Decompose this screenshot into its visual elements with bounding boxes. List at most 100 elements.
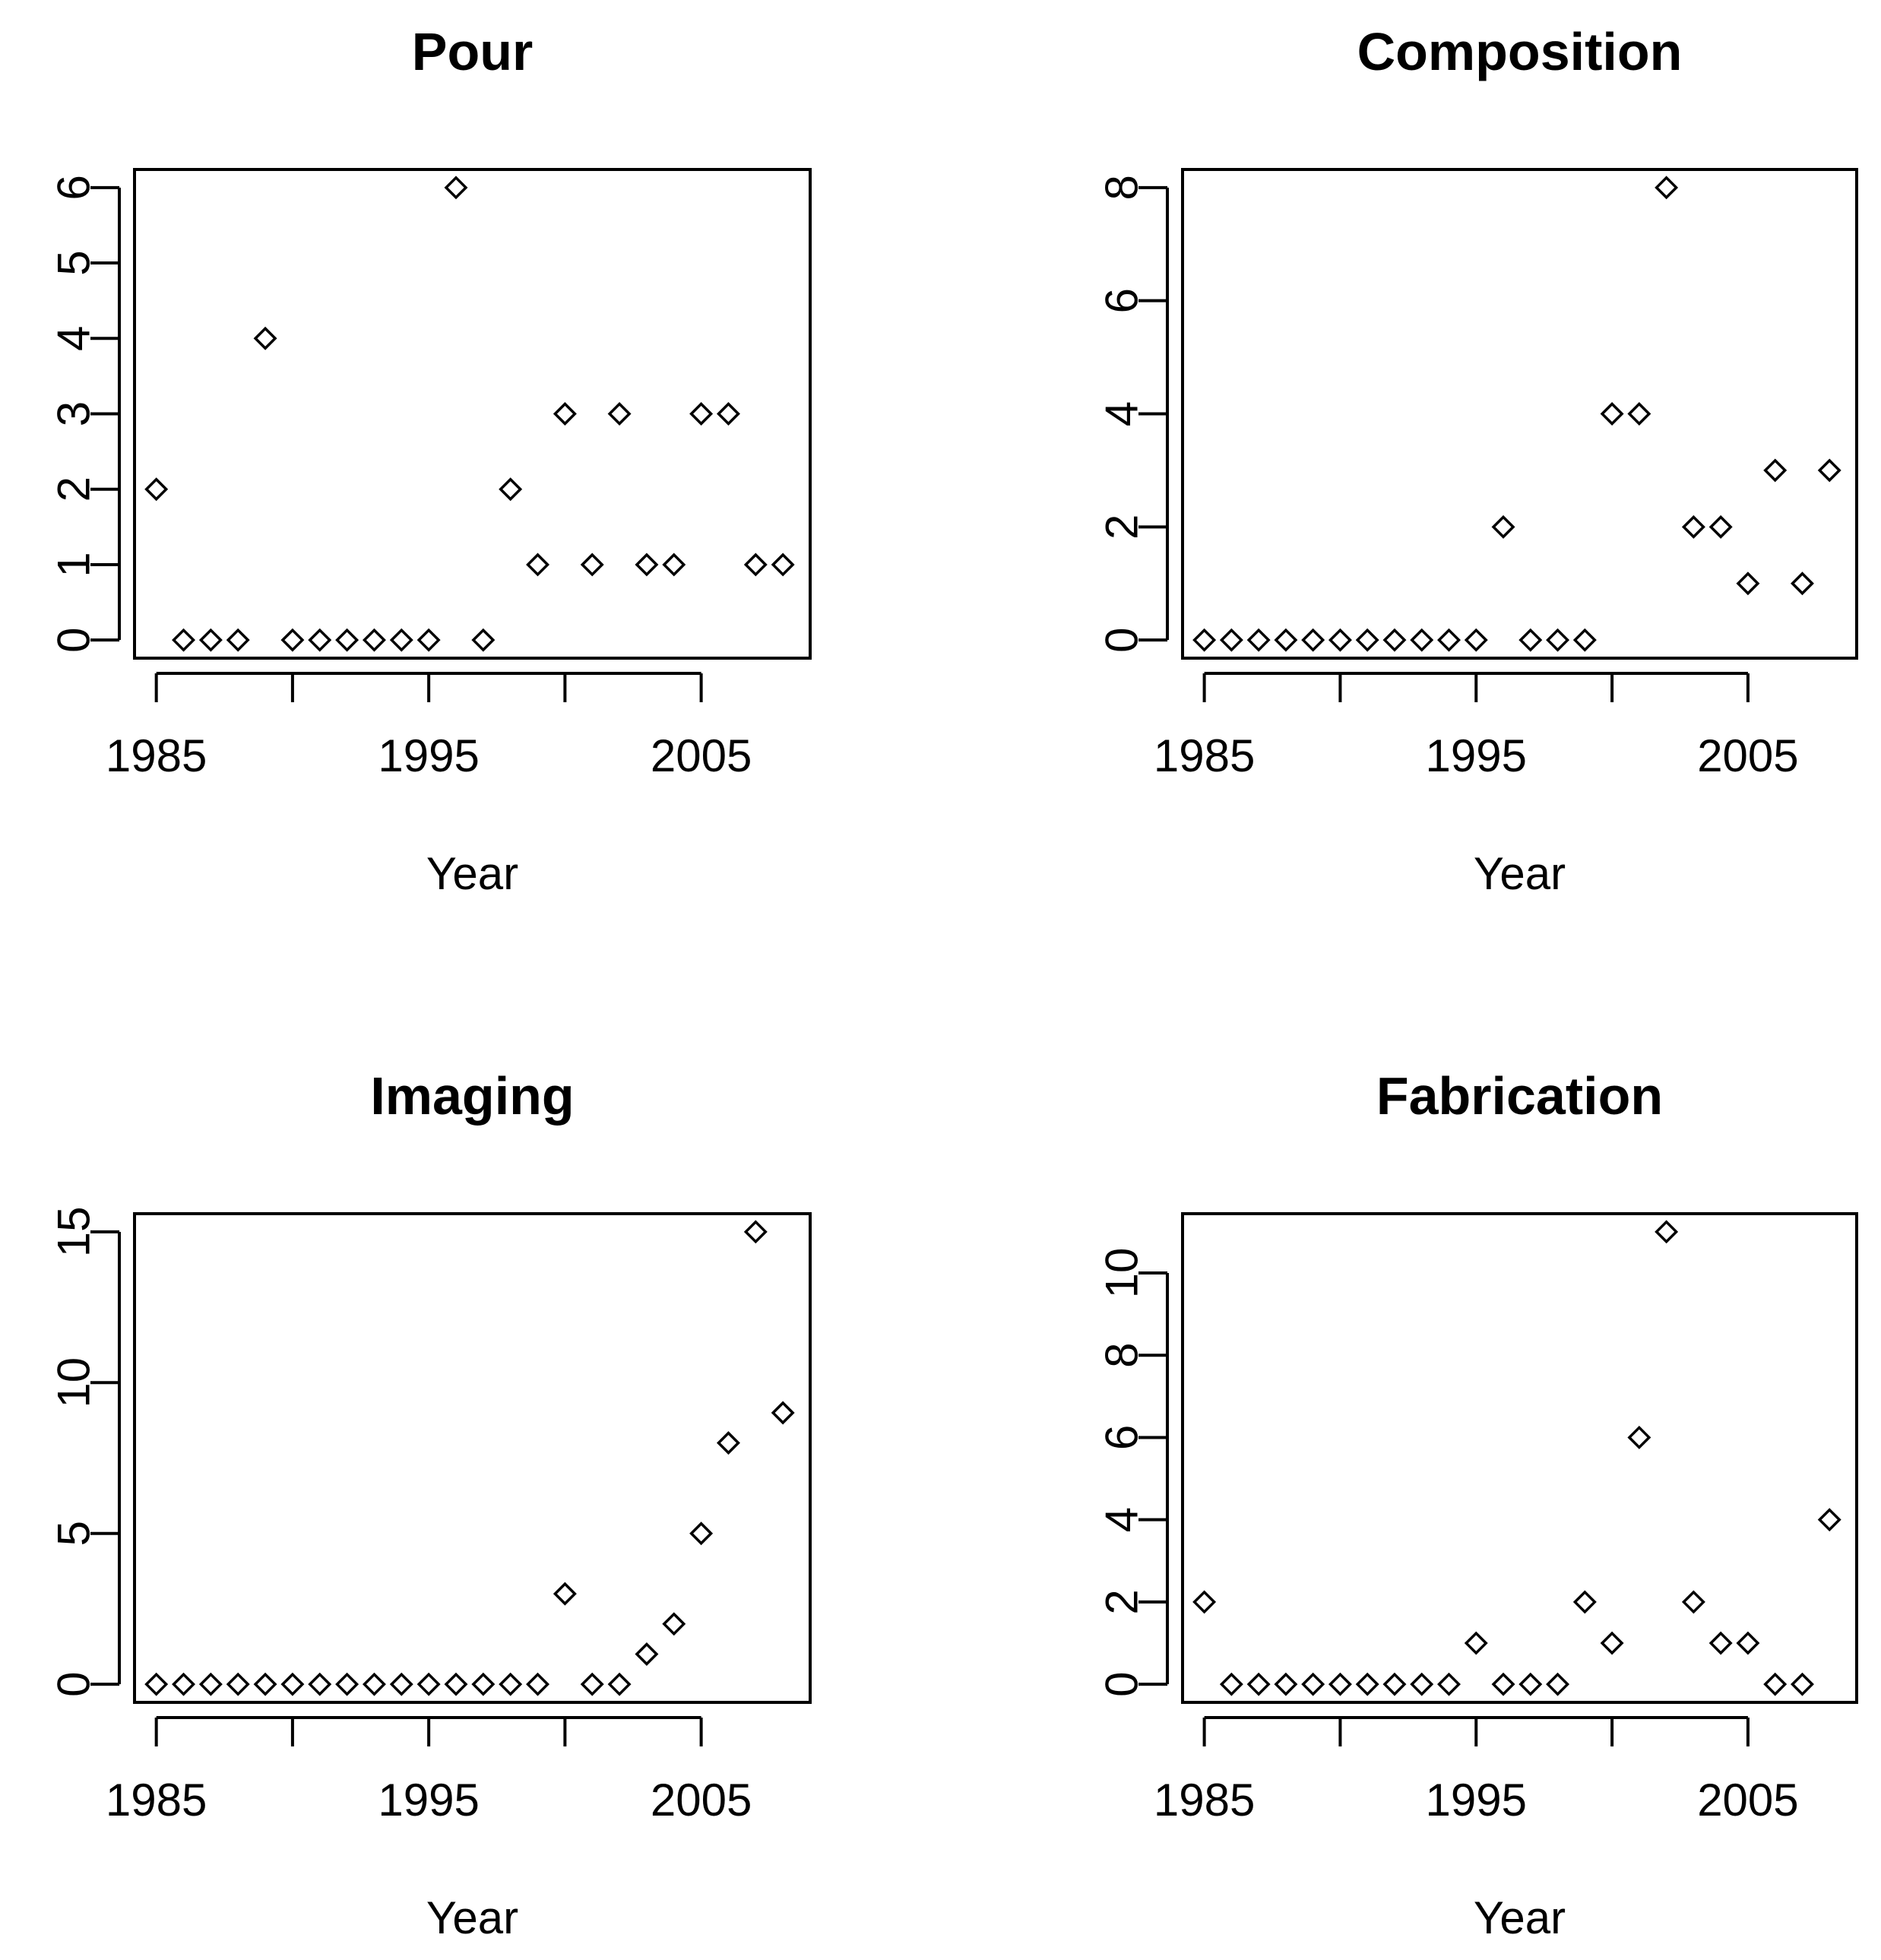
data-point xyxy=(1437,628,1461,652)
y-tick-label: 1 xyxy=(49,552,100,577)
x-axis-label: Year xyxy=(426,848,518,899)
plot-frame xyxy=(133,1212,812,1704)
data-point xyxy=(1355,628,1379,652)
data-point xyxy=(1382,628,1407,652)
data-point xyxy=(1763,458,1788,483)
x-tick-label: 2005 xyxy=(651,1775,752,1825)
chart-title: Fabrication xyxy=(1376,1066,1663,1126)
y-tick-label: 2 xyxy=(49,477,100,502)
data-point xyxy=(1546,628,1570,652)
data-point xyxy=(662,553,686,577)
data-point xyxy=(526,553,550,577)
data-point xyxy=(172,628,195,652)
data-point xyxy=(1572,628,1597,652)
data-point xyxy=(1681,515,1705,539)
data-point xyxy=(689,402,714,426)
x-tick-label: 1995 xyxy=(1426,730,1527,781)
data-point xyxy=(716,1431,740,1455)
data-point xyxy=(253,1672,277,1696)
data-point xyxy=(1355,1672,1379,1696)
data-point xyxy=(416,628,441,652)
x-tick-label: 1985 xyxy=(1154,1775,1255,1825)
chart-title: Pour xyxy=(412,22,533,81)
data-point xyxy=(1274,628,1298,652)
data-point xyxy=(771,553,795,577)
y-tick-label: 2 xyxy=(1097,515,1148,540)
data-point xyxy=(1736,572,1760,596)
data-point xyxy=(607,402,632,426)
y-tick-label: 6 xyxy=(49,175,100,200)
x-tick-label: 2005 xyxy=(1697,730,1798,781)
x-axis-label: Year xyxy=(1474,1892,1566,1943)
x-axis-label: Year xyxy=(426,1892,518,1943)
x-tick-label: 1995 xyxy=(378,730,479,781)
x-tick-label: 2005 xyxy=(651,730,752,781)
data-point xyxy=(1600,402,1624,426)
data-point xyxy=(1219,628,1243,652)
data-point xyxy=(280,1672,305,1696)
data-point xyxy=(1708,515,1733,539)
data-point xyxy=(389,1672,413,1696)
data-point xyxy=(1410,1672,1434,1696)
data-point xyxy=(553,1582,577,1606)
x-tick-label: 1985 xyxy=(106,1775,207,1825)
data-point xyxy=(1246,1672,1271,1696)
data-point xyxy=(1464,628,1488,652)
data-point xyxy=(716,402,740,426)
y-tick-label: 0 xyxy=(49,627,100,652)
data-point xyxy=(280,628,305,652)
data-point xyxy=(1518,628,1543,652)
data-point xyxy=(198,628,223,652)
y-tick-label: 10 xyxy=(1097,1248,1148,1299)
plot-frame xyxy=(133,168,812,660)
data-point xyxy=(1790,572,1814,596)
data-point xyxy=(1491,515,1515,539)
data-point xyxy=(1627,1425,1651,1449)
y-tick-label: 0 xyxy=(1097,1671,1148,1696)
data-point xyxy=(362,628,386,652)
data-point xyxy=(1192,1590,1217,1614)
data-point xyxy=(308,628,332,652)
data-point xyxy=(1328,628,1352,652)
data-point xyxy=(1627,402,1651,426)
data-point xyxy=(416,1672,441,1696)
chart-title: Composition xyxy=(1357,22,1683,81)
y-tick-label: 6 xyxy=(1097,1425,1148,1450)
data-point xyxy=(253,326,277,350)
data-point xyxy=(635,553,659,577)
data-point xyxy=(1681,1590,1705,1614)
data-point xyxy=(308,1672,332,1696)
data-point xyxy=(144,477,169,502)
data-point xyxy=(362,1672,386,1696)
data-point xyxy=(444,176,468,200)
data-point xyxy=(635,1642,659,1666)
data-point xyxy=(580,553,604,577)
data-point xyxy=(1518,1672,1543,1696)
y-tick-label: 4 xyxy=(1097,401,1148,426)
data-point xyxy=(226,1672,250,1696)
y-tick-label: 8 xyxy=(1097,1343,1148,1368)
y-tick-label: 6 xyxy=(1097,288,1148,313)
chart-panel-4: Fabrication 1985 1995 2005 0 2 4 6 8 10 Year xyxy=(1097,1066,1858,1943)
data-point xyxy=(526,1672,550,1696)
x-tick-label: 1985 xyxy=(106,730,207,781)
data-point xyxy=(1708,1631,1733,1655)
data-point xyxy=(471,628,496,652)
data-point xyxy=(1546,1672,1570,1696)
data-point xyxy=(743,553,768,577)
y-tick-label: 15 xyxy=(49,1206,100,1257)
data-point xyxy=(689,1521,714,1546)
data-point xyxy=(1410,628,1434,652)
y-tick-label: 8 xyxy=(1097,175,1148,200)
data-point xyxy=(1301,1672,1325,1696)
y-tick-label: 3 xyxy=(49,401,100,426)
y-tick-label: 4 xyxy=(49,326,100,351)
data-point xyxy=(1274,1672,1298,1696)
y-tick-label: 0 xyxy=(49,1671,100,1696)
plot-frame xyxy=(1181,1212,1858,1704)
data-point xyxy=(607,1672,632,1696)
chart-panel-1: Pour 1985 1995 2005 0 1 2 3 4 5 6 Year xyxy=(49,22,812,899)
data-point xyxy=(1817,458,1841,483)
data-point xyxy=(1192,628,1217,652)
